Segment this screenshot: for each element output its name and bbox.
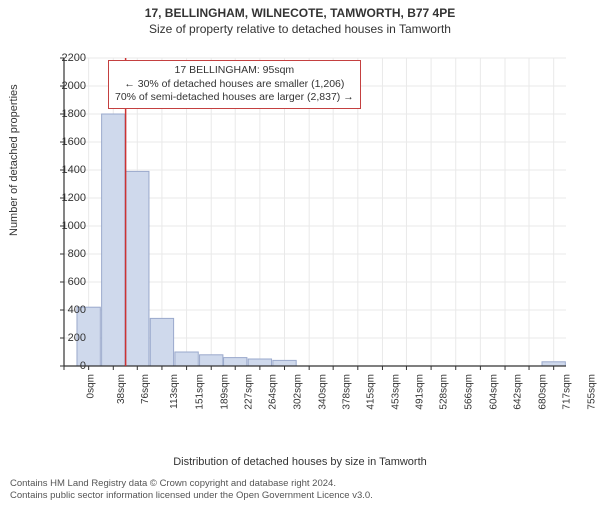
footer-line-2: Contains public sector information licen… bbox=[10, 490, 373, 502]
x-tick-label: 38sqm bbox=[116, 374, 127, 404]
chart-plot-area: 17 BELLINGHAM: 95sqm ← 30% of detached h… bbox=[60, 54, 570, 416]
y-tick-label: 1600 bbox=[46, 136, 86, 148]
x-tick-label: 680sqm bbox=[538, 374, 549, 410]
annotation-line-2: ← 30% of detached houses are smaller (1,… bbox=[115, 78, 354, 92]
y-tick-label: 2200 bbox=[46, 52, 86, 64]
x-tick-label: 566sqm bbox=[464, 374, 475, 410]
y-tick-label: 800 bbox=[46, 248, 86, 260]
x-tick-label: 76sqm bbox=[140, 374, 151, 404]
y-tick-label: 1000 bbox=[46, 220, 86, 232]
chart-title-main: 17, BELLINGHAM, WILNECOTE, TAMWORTH, B77… bbox=[0, 6, 600, 20]
y-axis-label: Number of detached properties bbox=[8, 84, 20, 236]
footer-line-1: Contains HM Land Registry data © Crown c… bbox=[10, 478, 373, 490]
x-tick-label: 151sqm bbox=[195, 374, 206, 410]
annotation-box: 17 BELLINGHAM: 95sqm ← 30% of detached h… bbox=[108, 60, 361, 109]
x-tick-label: 189sqm bbox=[219, 374, 230, 410]
x-tick-label: 717sqm bbox=[562, 374, 573, 410]
x-tick-label: 453sqm bbox=[390, 374, 401, 410]
x-tick-label: 491sqm bbox=[415, 374, 426, 410]
x-axis-label: Distribution of detached houses by size … bbox=[0, 456, 600, 468]
x-tick-label: 755sqm bbox=[586, 374, 597, 410]
y-tick-label: 600 bbox=[46, 276, 86, 288]
x-tick-label: 302sqm bbox=[292, 374, 303, 410]
y-tick-label: 400 bbox=[46, 304, 86, 316]
annotation-line-3: 70% of semi-detached houses are larger (… bbox=[115, 91, 354, 105]
y-tick-label: 1400 bbox=[46, 164, 86, 176]
chart-title-sub: Size of property relative to detached ho… bbox=[0, 22, 600, 36]
x-tick-label: 264sqm bbox=[268, 374, 279, 410]
x-tick-label: 378sqm bbox=[342, 374, 353, 410]
x-tick-label: 340sqm bbox=[317, 374, 328, 410]
x-tick-label: 604sqm bbox=[488, 374, 499, 410]
annotation-line-1: 17 BELLINGHAM: 95sqm bbox=[115, 64, 354, 78]
footer-attribution: Contains HM Land Registry data © Crown c… bbox=[10, 478, 373, 502]
y-tick-label: 2000 bbox=[46, 80, 86, 92]
x-tick-label: 0sqm bbox=[85, 374, 96, 398]
x-tick-label: 113sqm bbox=[169, 374, 180, 409]
x-tick-label: 528sqm bbox=[439, 374, 450, 410]
x-tick-label: 642sqm bbox=[513, 374, 524, 410]
x-tick-label: 415sqm bbox=[366, 374, 377, 410]
y-tick-label: 1800 bbox=[46, 108, 86, 120]
y-tick-label: 200 bbox=[46, 332, 86, 344]
y-tick-label: 0 bbox=[46, 360, 86, 372]
x-tick-label: 227sqm bbox=[244, 374, 255, 410]
y-tick-label: 1200 bbox=[46, 192, 86, 204]
